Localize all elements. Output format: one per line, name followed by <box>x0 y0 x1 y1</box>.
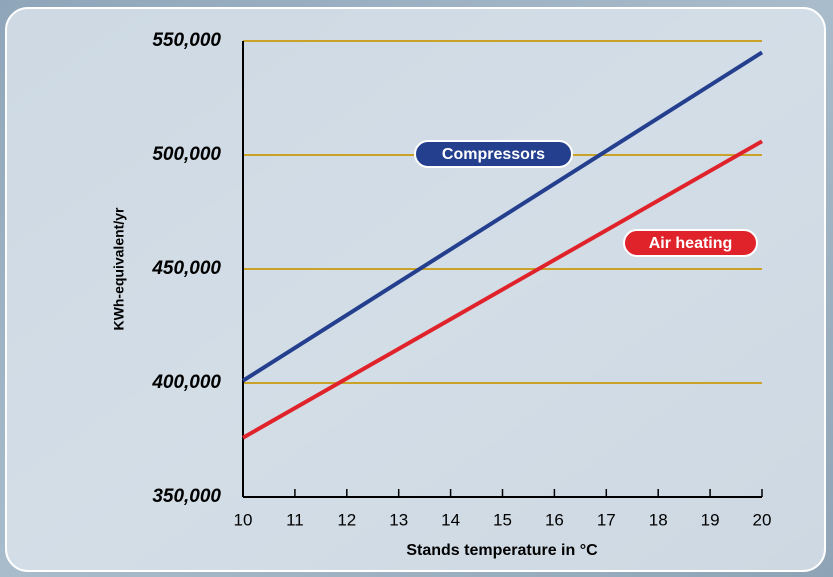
chart: KWh-equivalent/yr Stands temperature in … <box>0 0 833 577</box>
x-tick-label: 17 <box>597 510 616 529</box>
x-tick-label: 10 <box>234 510 253 529</box>
x-tick-label: 20 <box>753 510 772 529</box>
y-axis-title: KWh-equivalent/yr <box>111 207 127 330</box>
x-tick-label: 12 <box>337 510 356 529</box>
y-tick-label: 350,000 <box>152 486 221 507</box>
y-tick-label: 550,000 <box>152 30 221 51</box>
x-tick-label: 16 <box>545 510 564 529</box>
x-tick-label: 14 <box>441 510 460 529</box>
y-tick-label: 450,000 <box>151 258 221 279</box>
x-tick-label: 15 <box>493 510 512 529</box>
legend-label: Air heating <box>649 235 733 252</box>
y-tick-label: 500,000 <box>152 144 221 165</box>
x-tick-label: 18 <box>649 510 668 529</box>
x-tick-label: 19 <box>701 510 720 529</box>
x-tick-label: 11 <box>286 510 304 529</box>
legend-label: Compressors <box>442 146 545 163</box>
x-tick-label: 13 <box>389 510 408 529</box>
y-tick-label: 400,000 <box>151 372 221 393</box>
x-axis-title: Stands temperature in °C <box>406 542 598 559</box>
